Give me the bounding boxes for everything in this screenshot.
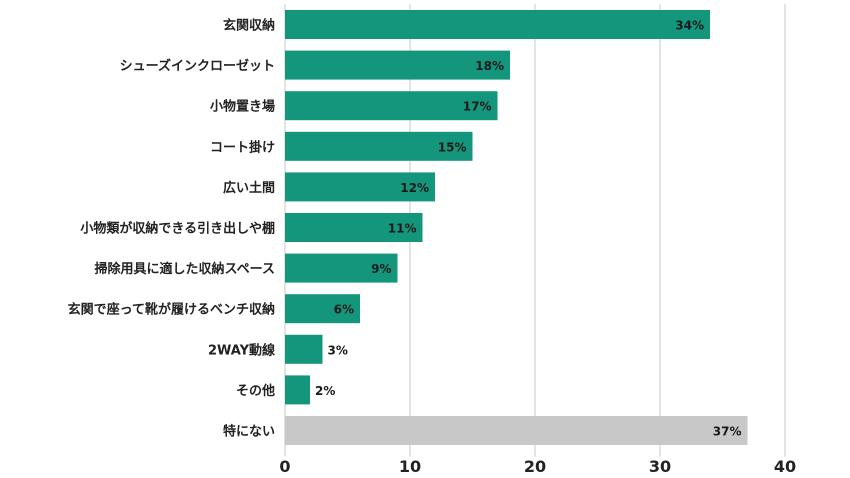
category-label-5: 小物類が収納できる引き出しや棚 <box>80 221 275 237</box>
x-tick-label-10: 10 <box>399 457 421 476</box>
category-label-10: 特にない <box>223 424 275 440</box>
x-tick-label-30: 30 <box>649 457 671 476</box>
category-label-9: その他 <box>236 383 275 399</box>
value-label-0: 34% <box>675 19 704 33</box>
category-labels: 玄関収納シューズインクローゼット小物置き場コート掛け広い土間小物類が収納できる引… <box>68 18 276 440</box>
value-label-9: 2% <box>315 384 335 398</box>
value-label-4: 12% <box>400 181 429 195</box>
bar-5 <box>285 213 423 242</box>
x-tick-label-40: 40 <box>774 457 796 476</box>
x-tick-label-0: 0 <box>279 457 290 476</box>
category-label-4: 広い土間 <box>223 180 275 196</box>
category-label-3: コート掛け <box>210 139 275 155</box>
value-label-3: 15% <box>438 140 467 154</box>
bar-2 <box>285 91 498 121</box>
category-label-7: 玄関で座って靴が履けるベンチ収納 <box>68 302 275 318</box>
value-label-2: 17% <box>463 100 492 114</box>
bar-4 <box>285 172 435 202</box>
value-label-5: 11% <box>388 222 417 236</box>
bar-3 <box>285 131 473 161</box>
category-label-1: シューズインクローゼット <box>120 58 275 74</box>
category-label-0: 玄関収納 <box>223 18 275 34</box>
category-label-2: 小物置き場 <box>210 99 275 115</box>
bar-1 <box>285 50 510 80</box>
bar-9 <box>285 375 310 405</box>
value-label-1: 18% <box>475 59 504 73</box>
bar-0 <box>285 10 710 39</box>
bar-8 <box>285 334 323 364</box>
value-label-6: 9% <box>371 262 391 276</box>
bar-series <box>285 10 748 445</box>
value-label-7: 6% <box>334 303 354 317</box>
value-label-10: 37% <box>713 425 742 439</box>
value-label-8: 3% <box>328 343 348 357</box>
category-label-8: 2WAY動線 <box>208 342 276 358</box>
bar-10 <box>285 416 748 445</box>
value-labels: 34% 18% 17% 15% 12% 11% 9% 6% 3% 2% 37% <box>315 19 742 439</box>
x-tick-label-20: 20 <box>524 457 546 476</box>
bar-6 <box>285 253 398 283</box>
x-axis-tick-labels: 0 10 20 30 40 <box>279 457 796 476</box>
category-label-6: 掃除用具に適した収納スペース <box>95 261 275 277</box>
bar-7 <box>285 294 360 324</box>
